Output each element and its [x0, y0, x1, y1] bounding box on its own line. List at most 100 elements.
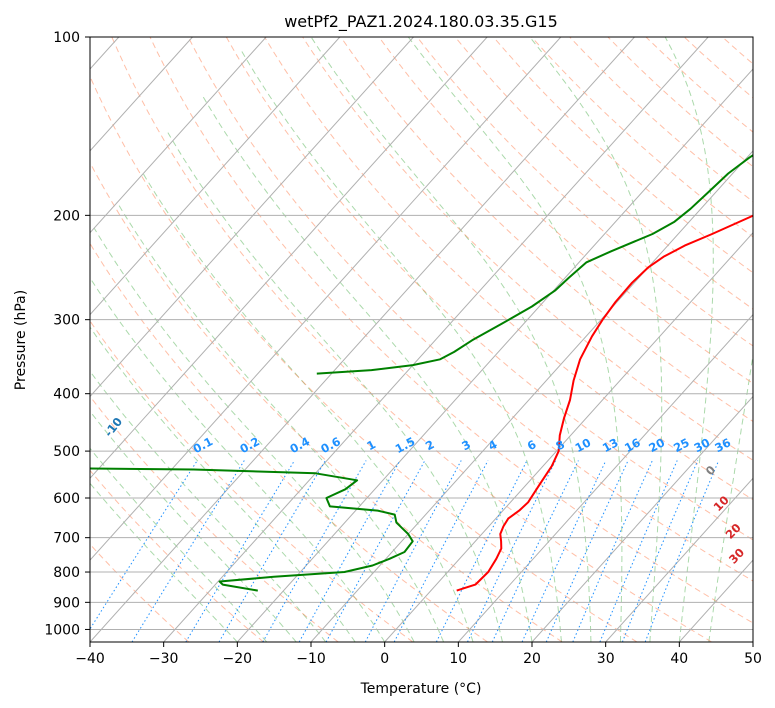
x-tick-label-3: −10 [296, 651, 326, 667]
mixing-line-11 [491, 460, 579, 642]
moist-adiabat-8 [116, 201, 445, 642]
isotherm--70 [90, 37, 414, 398]
isobars [90, 37, 753, 630]
moist-adiabat-12 [142, 173, 474, 642]
dry-adiabat-40 [111, 37, 712, 642]
series-2-line [316, 154, 753, 375]
mixing-ratio-label-11: 10 [573, 435, 594, 455]
dry-adiabat-70 [225, 37, 753, 541]
mixing-ratio-label-14: 20 [646, 435, 667, 455]
moist-adiabat-28 [310, 37, 592, 642]
mixing-line-3 [218, 460, 326, 642]
mixing-line-4 [262, 460, 367, 642]
dry-adiabat-170 [607, 37, 753, 168]
y-tick-label-5: 600 [53, 491, 80, 507]
plot-frame [89, 36, 754, 643]
x-tick-label-9: 50 [744, 651, 762, 667]
mixing-ratio-label-17: 36 [712, 435, 733, 455]
mixing-ratio-label-16: 30 [692, 435, 713, 455]
isotherm-30 [605, 477, 753, 642]
moist-adiabat-36 [529, 37, 663, 642]
isotherm--60 [90, 37, 488, 480]
dry-adiabat-130 [454, 37, 753, 310]
y-tick-label-4: 500 [53, 444, 80, 460]
y-tick-label-6: 700 [53, 531, 80, 547]
isotherm--90 [90, 37, 267, 234]
dry-adiabat-50 [149, 37, 753, 624]
y-tick-label-1: 200 [53, 208, 80, 224]
mixing-line-9 [435, 460, 528, 642]
moist-adiabat-20 [201, 94, 533, 642]
moist-adiabat-40 [664, 37, 714, 642]
isotherm--10 [310, 150, 753, 642]
x-axis-ticks: −40 −30 −20 −10 0 10 20 30 40 50 [75, 642, 762, 667]
dry-adiabat-120 [416, 37, 753, 347]
mixing-ratio-label-12: 13 [600, 435, 621, 455]
y-axis-ticks: 100 200 300 400 500 600 700 800 900 1000 [44, 30, 90, 638]
y-tick-label-0: 100 [53, 30, 80, 46]
y-axis-label: Pressure (hPa) [13, 290, 29, 390]
moist-adiabat--20 [90, 482, 238, 642]
x-tick-label-0: −40 [75, 651, 105, 667]
data-series [90, 154, 753, 592]
isotherm--40 [90, 37, 635, 642]
mixing-line-15 [599, 460, 678, 642]
isotherms [90, 37, 753, 642]
moist-adiabat-4 [93, 227, 415, 642]
moist-adiabat--16 [90, 447, 268, 642]
y-tick-label-9: 1000 [44, 622, 80, 638]
isotherm--30 [163, 37, 709, 642]
isotherm--20 [236, 68, 753, 642]
isotherm-10 [457, 313, 753, 642]
mixing-line-2 [185, 460, 295, 642]
mixing-line-5 [298, 460, 401, 642]
dry-adiabat-30 [90, 75, 638, 642]
moist-adiabat-0 [90, 276, 386, 642]
mixing-line-10 [467, 460, 557, 642]
mixing-line-12 [521, 460, 607, 642]
mixing-line-16 [621, 460, 699, 642]
y-tick-label-2: 300 [53, 313, 80, 329]
dry-adiabats [90, 37, 753, 642]
mixing-line-14 [572, 460, 653, 642]
mixing-ratio-lines [90, 460, 720, 642]
x-axis-label: Temperature (°C) [360, 681, 482, 697]
isotherm--80 [90, 37, 341, 316]
y-tick-label-3: 400 [53, 387, 80, 403]
isotherm--50 [90, 37, 562, 561]
dry-adiabat-100 [340, 37, 753, 423]
x-tick-label-5: 10 [449, 651, 467, 667]
series-1-line [90, 467, 414, 592]
dry-adiabat-10 [90, 242, 488, 642]
series-0-line [456, 214, 753, 592]
line-labels: 0.1 0.2 0.4 0.6 1 1.5 2 3 4 6 8 10 13 16 20 25 30 36-1001… [101, 415, 747, 567]
mixing-ratio-label-13: 16 [622, 435, 643, 455]
moist-adiabat-32 [407, 37, 623, 642]
dry-adiabat--10 [90, 395, 339, 642]
y-tick-label-7: 800 [53, 565, 80, 581]
x-tick-label-4: 0 [380, 651, 389, 667]
dry-adiabat-20 [90, 161, 563, 642]
mixing-line-17 [644, 460, 720, 642]
mixing-ratio-label-15: 25 [671, 435, 692, 455]
dry-adiabat-60 [187, 37, 753, 582]
dry-adiabat-140 [493, 37, 753, 274]
chart-title: wetPf2_PAZ1.2024.180.03.35.G15 [284, 12, 558, 32]
x-tick-label-2: −20 [223, 651, 253, 667]
x-tick-label-6: 20 [523, 651, 541, 667]
dry-adiabat-110 [378, 37, 753, 385]
moist-adiabat--8 [90, 370, 327, 642]
isotherm-0 [384, 231, 753, 642]
isotherm-20 [531, 395, 753, 642]
mixing-line-6 [325, 460, 426, 642]
moist-adiabat--4 [90, 326, 356, 642]
isotherm--100 [90, 37, 193, 152]
x-tick-label-7: 30 [597, 651, 615, 667]
dry-adiabat-80 [264, 37, 753, 501]
y-tick-label-8: 900 [53, 595, 80, 611]
x-tick-label-8: 40 [670, 651, 688, 667]
x-tick-label-1: −30 [149, 651, 179, 667]
mixing-line-13 [545, 460, 629, 642]
